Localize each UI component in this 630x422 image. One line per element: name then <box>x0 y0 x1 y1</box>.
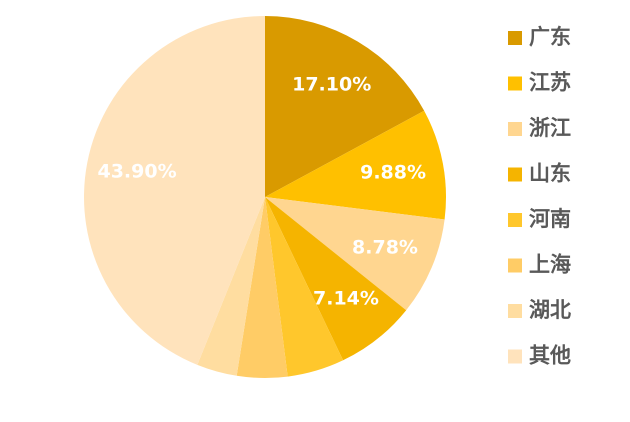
legend-label: 山东 <box>529 162 571 186</box>
legend-label: 广东 <box>529 25 571 49</box>
data-label: 8.78% <box>352 236 418 258</box>
data-label: 17.10% <box>292 74 371 96</box>
pie-slice <box>265 197 407 361</box>
pie-slice <box>83 16 265 365</box>
legend-label: 湖北 <box>529 298 571 322</box>
legend-swatch <box>508 122 522 136</box>
legend-swatch <box>508 349 522 364</box>
legend-swatch <box>508 304 522 318</box>
legend-label: 江苏 <box>529 71 571 95</box>
legend-swatch <box>508 31 522 45</box>
legend-swatch <box>508 213 522 227</box>
pie-slice <box>265 16 425 197</box>
legend-label: 上海 <box>529 253 571 277</box>
legend-swatch <box>508 167 522 182</box>
legend-label: 河南 <box>529 207 571 231</box>
legend-swatch <box>508 76 522 91</box>
pie-slice <box>265 197 344 377</box>
pie-slice <box>265 110 447 220</box>
pie-slice <box>197 197 265 376</box>
data-label: 7.14% <box>313 288 379 310</box>
legend-swatch <box>508 258 522 273</box>
legend-label: 浙江 <box>529 116 571 140</box>
legend-label: 其他 <box>529 344 571 368</box>
data-label: 43.90% <box>97 161 176 183</box>
pie-slice <box>265 197 445 311</box>
data-label: 9.88% <box>360 161 426 183</box>
pie-slice <box>236 197 288 378</box>
